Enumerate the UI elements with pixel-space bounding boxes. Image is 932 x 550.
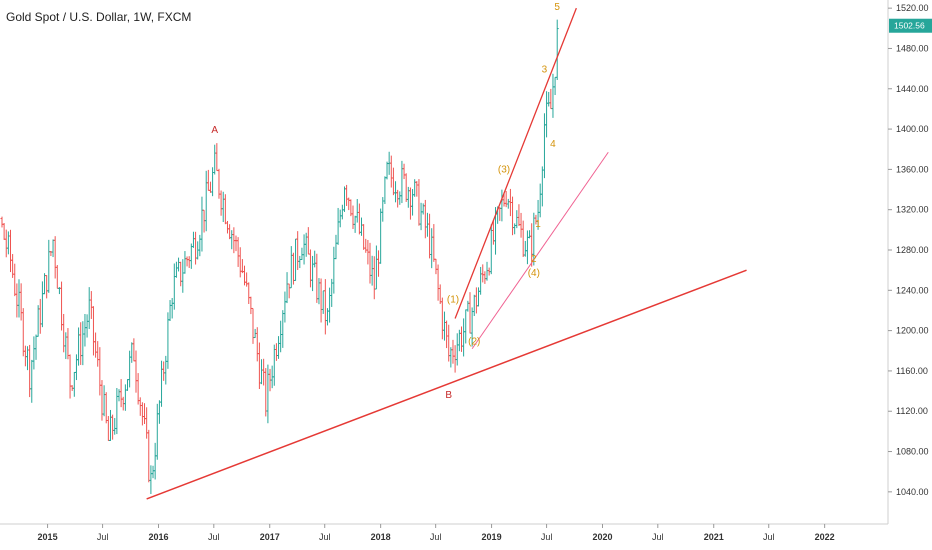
time-tick-label: Jul — [763, 532, 775, 542]
last-price-tag: 1502.56 — [889, 18, 932, 33]
price-tick-label: 1160.00 — [896, 366, 928, 376]
price-tick-label: 1120.00 — [896, 406, 928, 416]
time-axis[interactable]: Jul 2015 Jul 2016 Jul 2017 Jul 2018 Jul 2019 Jul 20… — [0, 524, 835, 542]
price-tick-label: 1320.00 — [896, 205, 929, 215]
time-tick-label: Jul — [208, 532, 220, 542]
wave-label: 2 — [531, 254, 537, 265]
plot-area[interactable] — [0, 19, 559, 495]
trendline-channel-upper — [454, 7, 577, 319]
wave-label: 5 — [554, 2, 560, 13]
trendlines-layer — [146, 7, 747, 500]
wave-label: (5) — [551, 0, 563, 1]
price-tick-label: 1080.00 — [896, 447, 929, 457]
time-tick-label: 2016 — [148, 532, 168, 542]
time-tick-label: Jul — [97, 532, 109, 542]
wave-label: B — [445, 390, 452, 401]
wave-label: 3 — [542, 65, 548, 76]
wave-label: (2) — [468, 337, 480, 348]
price-axis[interactable]: 1520.00 1480.00 1440.00 1400.00 1360.00 1320.… — [888, 3, 929, 497]
wave-label: (1) — [447, 294, 459, 305]
price-tick-label: 1440.00 — [896, 84, 929, 94]
time-tick-label: 2019 — [482, 532, 502, 542]
last-price-tag-text: 1502.56 — [894, 21, 925, 31]
price-tick-label: 1040.00 — [896, 487, 929, 497]
time-tick-label: 2021 — [704, 532, 724, 542]
wave-labels-layer: A B (1) (2) (3) 1 2 (4) 3 4 5(5) — [211, 0, 563, 401]
price-tick-label: 1280.00 — [896, 245, 929, 255]
time-tick-label: 2018 — [371, 532, 391, 542]
price-tick-label: 1520.00 — [896, 3, 929, 13]
price-tick-label: 1480.00 — [896, 43, 929, 53]
time-tick-label: Jul — [319, 532, 331, 542]
time-tick-label: 2017 — [260, 532, 280, 542]
price-tick-label: 1400.00 — [896, 124, 929, 134]
wave-label: 4 — [550, 139, 556, 150]
last-price-tag-bg — [889, 18, 932, 33]
candle-bar — [555, 19, 559, 80]
wave-label: 1 — [535, 219, 541, 230]
wave-label: A — [211, 125, 218, 136]
time-tick-label: Jul — [430, 532, 442, 542]
time-tick-label: Jul — [652, 532, 664, 542]
time-tick-label: 2022 — [815, 532, 835, 542]
wave-label: (4) — [528, 268, 540, 279]
price-tick-label: 1240.00 — [896, 285, 929, 295]
time-tick-label: 2020 — [592, 532, 612, 542]
time-tick-label: 2015 — [38, 532, 58, 542]
chart-title: Gold Spot / U.S. Dollar, 1W, FXCM — [6, 10, 191, 24]
price-tick-label: 1360.00 — [896, 164, 929, 174]
trendline-channel-lower — [471, 151, 609, 350]
wave-label: (3) — [498, 164, 510, 175]
time-tick-label: Jul — [541, 532, 553, 542]
price-tick-label: 1200.00 — [896, 326, 929, 336]
trendline-support — [146, 269, 747, 500]
